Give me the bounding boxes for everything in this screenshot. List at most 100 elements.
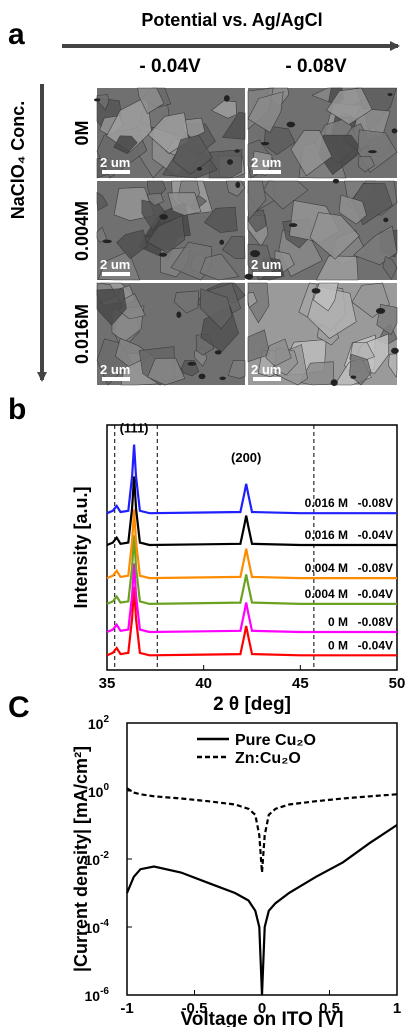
pore bbox=[289, 223, 298, 228]
grain bbox=[113, 135, 138, 155]
pore bbox=[387, 92, 393, 97]
grain bbox=[247, 329, 271, 363]
pore bbox=[332, 178, 340, 184]
y-tick-label: 10-2 bbox=[85, 850, 110, 868]
scale-bar bbox=[253, 377, 281, 381]
tick-exponent: -4 bbox=[100, 918, 109, 929]
y-axis-label: |Current density| [mA/cm²] bbox=[71, 746, 91, 972]
grain bbox=[225, 180, 246, 197]
pore bbox=[219, 376, 226, 381]
x-tick-label: 45 bbox=[292, 675, 309, 692]
panel-label: b bbox=[8, 393, 26, 426]
scale-bar-label: 2 um bbox=[251, 257, 281, 272]
x-tick-label: 50 bbox=[389, 675, 406, 692]
series-label: 0.016 M bbox=[305, 496, 348, 510]
pore bbox=[102, 239, 112, 244]
grain bbox=[147, 112, 190, 154]
y-axis-label: Intensity [a.u.] bbox=[71, 486, 91, 608]
axis-label: Potential vs. Ag/AgCl bbox=[141, 10, 322, 30]
scale-bar-label: 2 um bbox=[100, 155, 130, 170]
pore bbox=[197, 166, 203, 171]
grain bbox=[96, 191, 109, 211]
grain bbox=[210, 100, 237, 119]
legend-label: Pure Cu₂O bbox=[235, 732, 316, 749]
grain bbox=[167, 192, 202, 216]
pore bbox=[223, 95, 230, 102]
series-line bbox=[106, 586, 397, 657]
scale-bar bbox=[102, 272, 130, 276]
series-line bbox=[106, 509, 397, 580]
y-tick-label: 10-6 bbox=[85, 986, 110, 1004]
scale-bar bbox=[253, 170, 281, 174]
series-label: 0 M bbox=[328, 638, 348, 652]
grain bbox=[208, 149, 243, 179]
x-tick-label: -1 bbox=[120, 1000, 133, 1017]
x-axis-label: Voltage on ITO [V] bbox=[181, 1009, 344, 1027]
grain bbox=[382, 256, 398, 280]
axis-label: NaClO₄ Conc. bbox=[8, 101, 28, 220]
series-label: -0.04V bbox=[358, 528, 393, 542]
panel-label: a bbox=[8, 18, 25, 51]
scale-bar-label: 2 um bbox=[100, 362, 130, 377]
pore bbox=[375, 308, 386, 314]
pore bbox=[187, 361, 197, 366]
x-tick-label: 0 bbox=[258, 1000, 266, 1017]
grain bbox=[199, 288, 233, 330]
grain bbox=[265, 338, 292, 367]
series-label: -0.08V bbox=[358, 496, 393, 510]
tick-exponent: -6 bbox=[100, 986, 109, 997]
grain bbox=[247, 291, 258, 309]
pore bbox=[286, 121, 296, 128]
sem-images: 2 um 2 um 2 um 2 um 2 um 2 um bbox=[94, 87, 399, 387]
pore bbox=[176, 311, 182, 318]
grain bbox=[199, 253, 240, 281]
tick-exponent: 2 bbox=[103, 714, 109, 725]
pore bbox=[250, 250, 261, 258]
row-label: 0.016M bbox=[72, 304, 92, 364]
grain bbox=[227, 359, 246, 379]
scale-bar-label: 2 um bbox=[251, 362, 281, 377]
xrd-chart: b 35 40 45 50 2 θ [deg] Intensity [a.u.] 0 M -0.… bbox=[8, 393, 405, 715]
pore bbox=[219, 239, 225, 245]
grain bbox=[338, 194, 367, 225]
tick-base: 10 bbox=[88, 716, 104, 732]
scale-bar bbox=[102, 170, 130, 174]
tick-exponent: -2 bbox=[100, 850, 109, 861]
grain bbox=[173, 290, 200, 314]
pore bbox=[311, 288, 321, 294]
scale-bar bbox=[102, 377, 130, 381]
x-tick-label: 40 bbox=[195, 675, 212, 692]
grain bbox=[96, 94, 110, 111]
grain bbox=[247, 91, 284, 133]
series-label: 0.004 M bbox=[305, 587, 348, 601]
pore bbox=[368, 150, 377, 154]
pore bbox=[260, 141, 270, 146]
pore bbox=[214, 350, 222, 355]
tick-exponent: 0 bbox=[103, 782, 109, 793]
scale-bar-label: 2 um bbox=[251, 155, 281, 170]
grain bbox=[247, 180, 267, 221]
pore bbox=[159, 252, 168, 257]
y-tick-label: 102 bbox=[88, 714, 110, 732]
legend-label: Zn:Cu₂O bbox=[235, 750, 301, 767]
pore bbox=[159, 214, 168, 220]
series-line bbox=[126, 787, 398, 873]
grain bbox=[146, 215, 186, 254]
scale-bar-label: 2 um bbox=[100, 257, 130, 272]
grain bbox=[116, 229, 148, 260]
series-line bbox=[106, 476, 397, 547]
column-label: - 0.08V bbox=[285, 56, 347, 77]
series-line bbox=[106, 444, 397, 515]
annotation: (200) bbox=[231, 450, 261, 465]
series-line bbox=[106, 535, 397, 606]
series-label: 0.016 M bbox=[305, 528, 348, 542]
pore bbox=[234, 149, 240, 153]
grain bbox=[222, 111, 246, 140]
series-label: -0.08V bbox=[358, 561, 393, 575]
scale-bar bbox=[253, 272, 281, 276]
grain bbox=[388, 353, 398, 379]
pore bbox=[227, 159, 234, 165]
series-line bbox=[125, 824, 398, 996]
grain bbox=[263, 125, 296, 156]
